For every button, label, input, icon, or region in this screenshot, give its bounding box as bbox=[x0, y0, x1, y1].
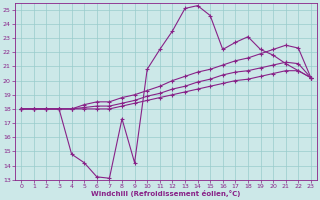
X-axis label: Windchill (Refroidissement éolien,°C): Windchill (Refroidissement éolien,°C) bbox=[92, 190, 241, 197]
